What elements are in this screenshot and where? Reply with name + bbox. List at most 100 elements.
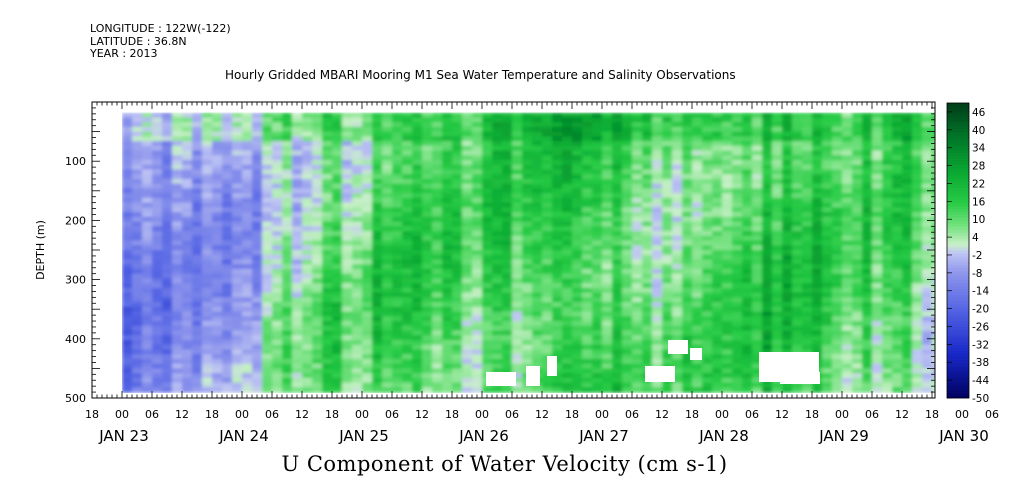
velocity-cell bbox=[902, 368, 913, 374]
velocity-cell bbox=[782, 117, 793, 123]
velocity-cell bbox=[652, 245, 663, 251]
velocity-cell bbox=[382, 202, 393, 209]
velocity-cell bbox=[642, 216, 653, 223]
velocity-cell bbox=[742, 311, 753, 318]
velocity-cell bbox=[272, 226, 283, 232]
velocity-cell bbox=[132, 387, 143, 393]
velocity-cell bbox=[672, 368, 683, 374]
velocity-cell bbox=[922, 212, 933, 218]
velocity-cell bbox=[312, 122, 323, 128]
velocity-cell bbox=[632, 136, 643, 142]
velocity-cell bbox=[372, 188, 383, 194]
velocity-cell bbox=[732, 169, 743, 175]
velocity-cell bbox=[122, 377, 133, 384]
velocity-cell bbox=[422, 297, 433, 303]
velocity-cell bbox=[732, 221, 743, 228]
velocity-cell bbox=[172, 377, 183, 384]
velocity-cell bbox=[422, 363, 433, 370]
velocity-cell bbox=[692, 377, 703, 384]
velocity-cell bbox=[132, 287, 143, 294]
velocity-cell bbox=[632, 264, 643, 270]
velocity-cell bbox=[732, 150, 743, 156]
velocity-cell bbox=[492, 340, 503, 346]
velocity-cell bbox=[602, 183, 613, 190]
velocity-cell bbox=[362, 278, 373, 284]
velocity-cell bbox=[262, 387, 273, 393]
velocity-cell bbox=[582, 283, 593, 289]
velocity-cell bbox=[682, 368, 693, 374]
velocity-cell bbox=[312, 330, 323, 336]
velocity-cell bbox=[292, 330, 303, 336]
velocity-cell bbox=[622, 292, 633, 299]
velocity-cell bbox=[882, 335, 893, 341]
velocity-cell bbox=[302, 283, 313, 289]
velocity-cell bbox=[322, 321, 333, 327]
velocity-cell bbox=[242, 150, 253, 156]
velocity-cell bbox=[562, 363, 573, 370]
velocity-cell bbox=[172, 278, 183, 284]
velocity-cell bbox=[412, 122, 423, 128]
velocity-cell bbox=[602, 197, 613, 204]
velocity-cell bbox=[722, 136, 733, 142]
velocity-cell bbox=[272, 287, 283, 294]
velocity-cell bbox=[562, 330, 573, 336]
velocity-cell bbox=[392, 150, 403, 156]
velocity-cell bbox=[842, 349, 853, 355]
velocity-cell bbox=[742, 259, 753, 265]
velocity-cell bbox=[202, 250, 213, 256]
velocity-cell bbox=[522, 254, 533, 261]
velocity-cell bbox=[282, 245, 293, 251]
velocity-cell bbox=[122, 306, 133, 313]
velocity-cell bbox=[492, 245, 503, 251]
velocity-cell bbox=[802, 188, 813, 194]
velocity-cell bbox=[282, 368, 293, 374]
velocity-cell bbox=[242, 363, 253, 370]
velocity-cell bbox=[752, 164, 763, 171]
velocity-cell bbox=[242, 297, 253, 303]
velocity-cell bbox=[152, 221, 163, 228]
velocity-cell bbox=[302, 221, 313, 228]
velocity-cell bbox=[562, 126, 573, 133]
velocity-cell bbox=[682, 216, 693, 223]
velocity-cell bbox=[562, 212, 573, 218]
velocity-cell bbox=[742, 126, 753, 133]
velocity-cell bbox=[152, 297, 163, 303]
velocity-cell bbox=[732, 283, 743, 289]
velocity-cell bbox=[822, 126, 833, 133]
velocity-cell bbox=[592, 254, 603, 261]
velocity-cell bbox=[722, 349, 733, 355]
velocity-cell bbox=[762, 340, 773, 346]
velocity-cell bbox=[132, 174, 143, 180]
velocity-cell bbox=[332, 160, 343, 166]
velocity-cell bbox=[142, 240, 153, 246]
velocity-cell bbox=[282, 174, 293, 180]
velocity-cell bbox=[562, 197, 573, 204]
velocity-cell bbox=[662, 349, 673, 355]
velocity-cell bbox=[602, 306, 613, 313]
velocity-cell bbox=[472, 202, 483, 209]
velocity-cell bbox=[262, 349, 273, 355]
velocity-cell bbox=[652, 174, 663, 180]
velocity-cell bbox=[162, 216, 173, 223]
velocity-cell bbox=[742, 306, 753, 313]
velocity-cell bbox=[402, 117, 413, 123]
velocity-cell bbox=[742, 250, 753, 256]
velocity-cell bbox=[372, 354, 383, 360]
velocity-cell bbox=[202, 311, 213, 318]
velocity-cell bbox=[702, 122, 713, 128]
velocity-cell bbox=[812, 283, 823, 289]
velocity-cell bbox=[582, 382, 593, 389]
velocity-cell bbox=[392, 358, 403, 365]
velocity-cell bbox=[742, 193, 753, 199]
velocity-cell bbox=[142, 193, 153, 199]
velocity-cell bbox=[432, 264, 443, 270]
velocity-cell bbox=[372, 179, 383, 185]
velocity-cell bbox=[812, 226, 823, 232]
velocity-cell bbox=[202, 117, 213, 123]
velocity-cell bbox=[632, 368, 643, 374]
velocity-cell bbox=[532, 354, 543, 360]
velocity-cell bbox=[532, 330, 543, 336]
velocity-cell bbox=[682, 264, 693, 270]
velocity-cell bbox=[802, 240, 813, 246]
velocity-cell bbox=[532, 268, 543, 275]
